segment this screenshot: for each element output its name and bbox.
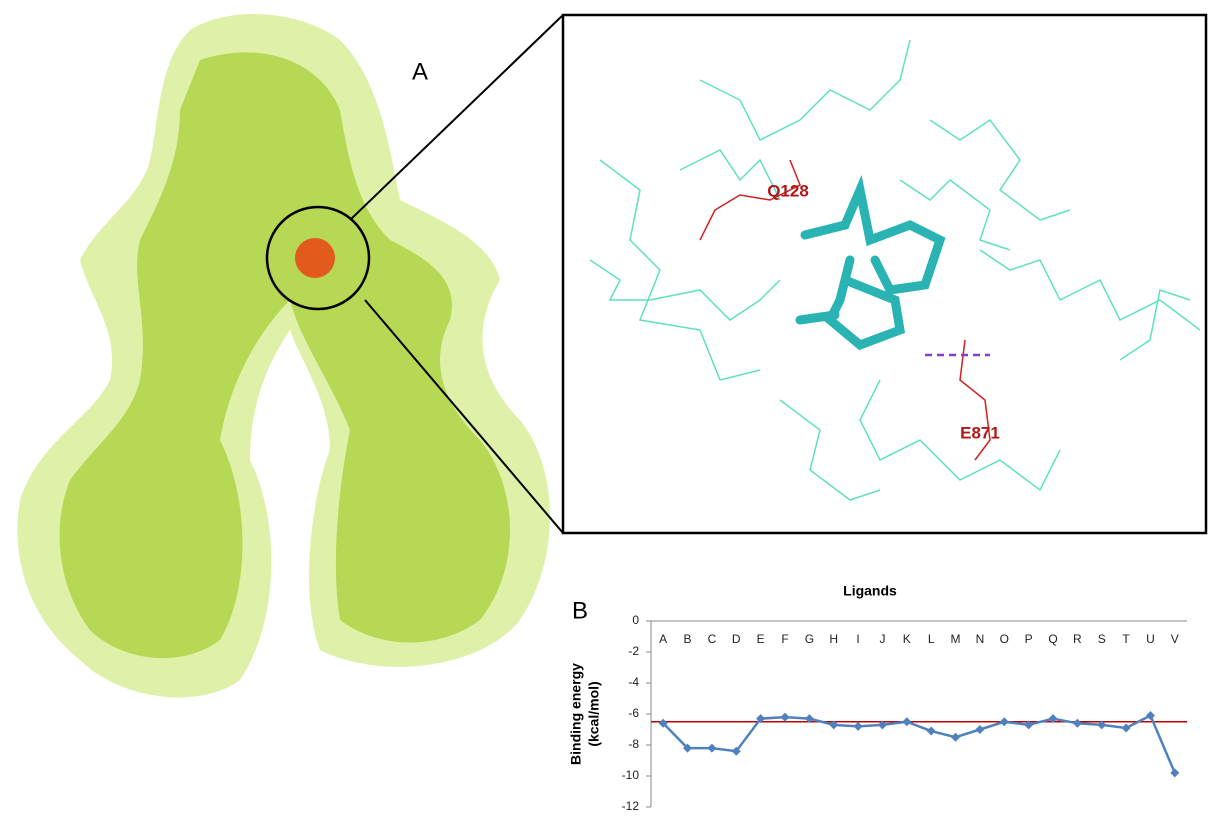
data-point: [999, 717, 1009, 727]
y-axis-label: Binding energy: [568, 663, 584, 765]
data-point: [1024, 720, 1034, 730]
data-point: [780, 712, 790, 722]
data-point: [951, 732, 961, 742]
data-point: [1097, 720, 1107, 730]
data-point: [1170, 768, 1180, 778]
data-point: [829, 720, 839, 730]
residue-label: E871: [960, 423, 1000, 442]
y-tick-label: -10: [622, 768, 640, 782]
x-tick-label: Q: [1048, 632, 1057, 646]
data-point: [902, 717, 912, 727]
zoom-circle: [265, 205, 371, 311]
data-point: [877, 720, 887, 730]
chart-title: Ligands: [843, 583, 897, 599]
x-tick-label: L: [928, 632, 935, 646]
ribbons: [59, 52, 510, 659]
y-tick-label: -2: [628, 644, 639, 658]
data-point: [1121, 723, 1131, 733]
x-tick-label: I: [856, 632, 859, 646]
x-tick-label: B: [684, 632, 692, 646]
y-tick-label: -8: [628, 737, 639, 751]
x-tick-label: J: [879, 632, 885, 646]
y-tick-label: -6: [628, 706, 639, 720]
protein-image: [17, 13, 564, 698]
x-tick-label: M: [951, 632, 961, 646]
x-tick-label: N: [976, 632, 985, 646]
y-tick-label: -4: [628, 675, 639, 689]
x-tick-label: H: [829, 632, 838, 646]
x-tick-label: R: [1073, 632, 1082, 646]
y-tick-label: 0: [632, 613, 639, 627]
data-point: [926, 726, 936, 736]
x-tick-label: K: [903, 632, 911, 646]
data-point: [853, 721, 863, 731]
data-point: [683, 743, 693, 753]
zoom-connector: [349, 14, 564, 221]
data-point: [756, 714, 766, 724]
x-tick-label: C: [708, 632, 717, 646]
data-point: [707, 743, 717, 753]
y-axis-label: (kcal/mol): [586, 681, 602, 746]
data-point: [1072, 718, 1082, 728]
x-tick-label: O: [1000, 632, 1009, 646]
data-point: [804, 714, 814, 724]
x-tick-label: G: [805, 632, 814, 646]
panel-label: B: [572, 597, 588, 624]
x-tick-label: F: [781, 632, 788, 646]
zoom-connector: [364, 299, 564, 534]
x-tick-label: P: [1025, 632, 1033, 646]
data-point: [1048, 714, 1058, 724]
panel-label: A: [412, 58, 428, 85]
x-tick-label: U: [1146, 632, 1155, 646]
y-tick-label: -12: [622, 799, 640, 813]
data-point: [658, 718, 668, 728]
data-point: [1145, 711, 1155, 721]
x-tick-label: T: [1122, 632, 1130, 646]
data-point: [975, 725, 985, 734]
x-tick-label: S: [1098, 632, 1106, 646]
x-tick-label: A: [659, 632, 667, 646]
line-chart: 0 -2 -4 -6 -8 -10 -12 A B C D E F G H I J K L M N O P Q R S T U V: [622, 613, 1187, 813]
x-tick-label: D: [732, 632, 741, 646]
residue-label: Q128: [767, 181, 809, 200]
ligand-spheres: [295, 238, 335, 278]
series-line: [662, 713, 1176, 774]
binding-site-image: [561, 13, 1208, 535]
x-tick-label: V: [1171, 632, 1179, 646]
data-point: [731, 746, 741, 756]
x-tick-label: E: [757, 632, 765, 646]
